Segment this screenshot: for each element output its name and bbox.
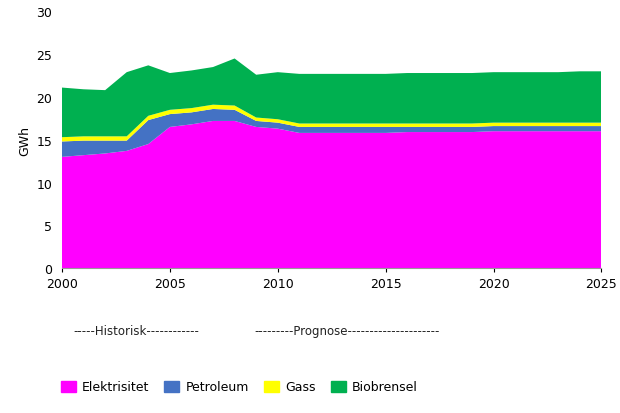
Y-axis label: GWh: GWh (18, 126, 31, 155)
Text: ---------Prognose---------------------: ---------Prognose--------------------- (255, 324, 440, 337)
Legend: Elektrisitet, Petroleum, Gass, Biobrensel: Elektrisitet, Petroleum, Gass, Biobrense… (56, 375, 423, 399)
Text: -----Historisk------------: -----Historisk------------ (73, 324, 200, 337)
